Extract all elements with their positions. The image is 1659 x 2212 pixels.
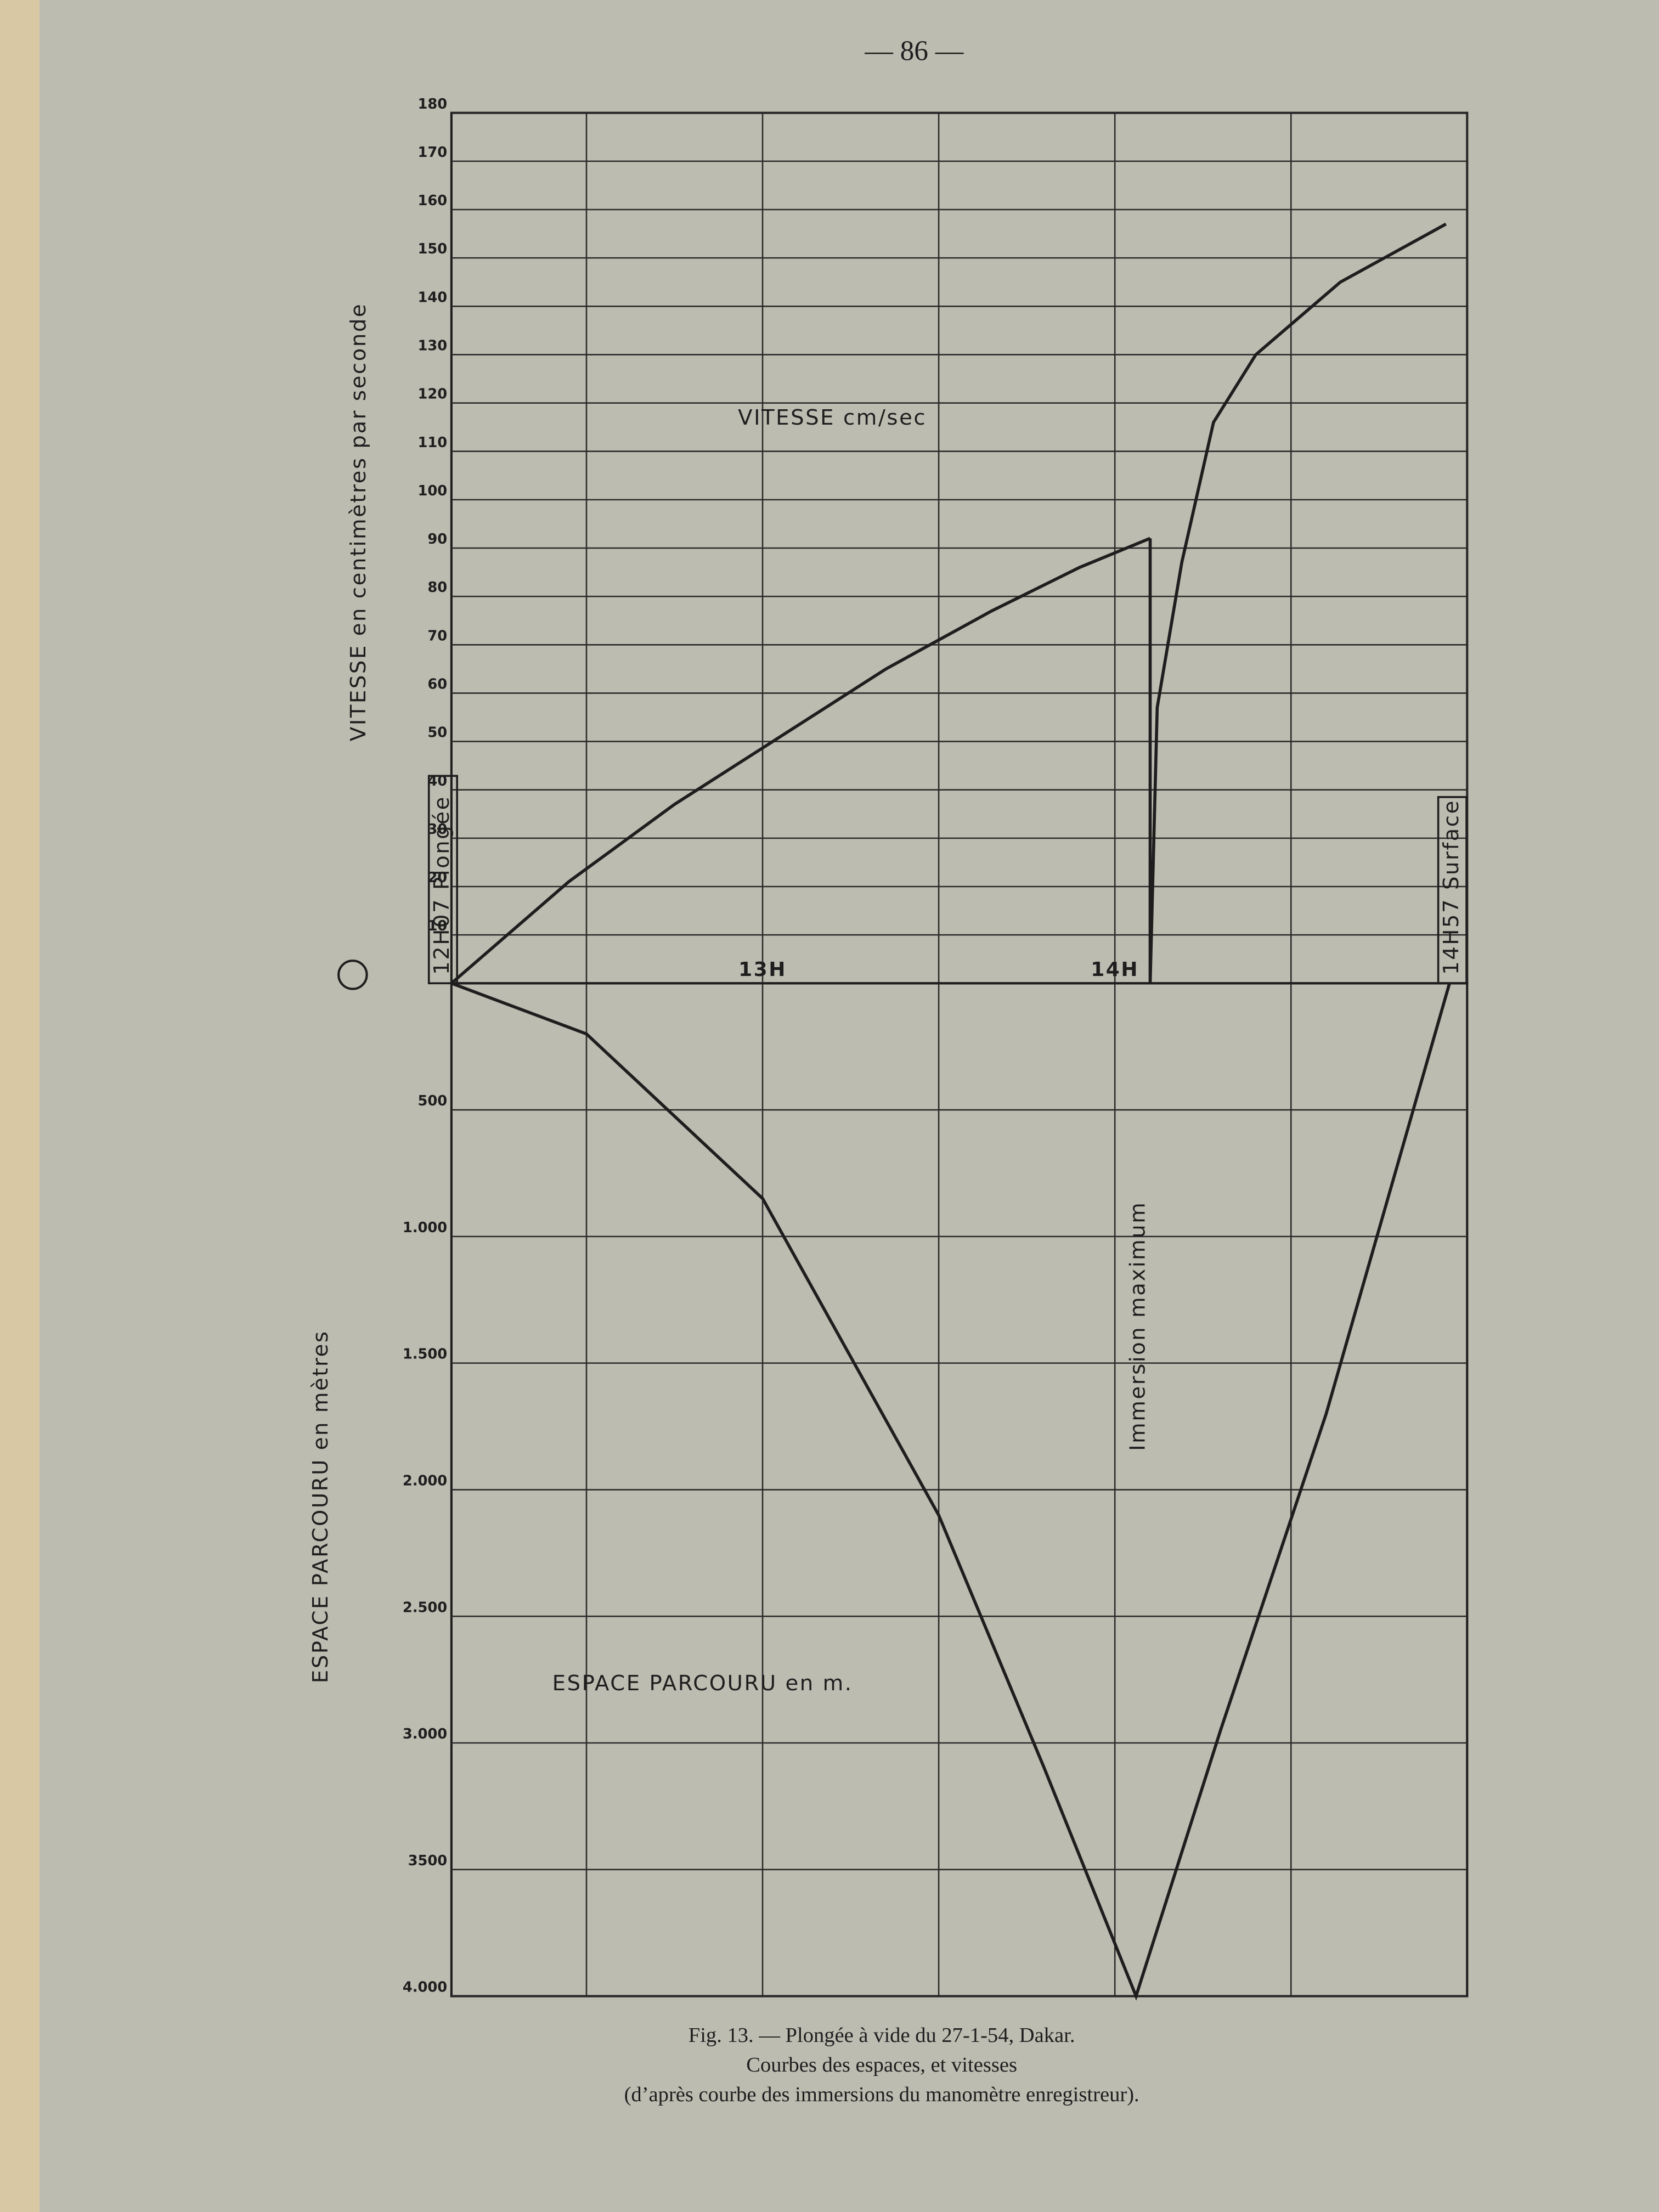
annotation: 14H57 Surface: [1439, 799, 1464, 975]
caption-line: Courbes des espaces, et vitesses: [746, 2053, 1017, 2076]
annotation: 12H07 Plongée: [430, 795, 454, 975]
caption-line: Fig. 13. — Plongée à vide du 27-1-54, Da…: [689, 2024, 1075, 2047]
y-tick-label: 3.000: [403, 1726, 447, 1742]
y-tick-label: 4.000: [403, 1979, 447, 1996]
curve: [450, 981, 1451, 2001]
y-tick-label: 60: [427, 676, 447, 693]
y-tick-label: 110: [417, 435, 447, 451]
y-tick-label: 90: [427, 531, 447, 548]
y-tick-label: 100: [417, 483, 447, 499]
annotation-box: [427, 775, 458, 985]
curve: [1148, 222, 1447, 984]
origin-circle: [337, 960, 368, 990]
y-tick-label: 80: [427, 579, 447, 596]
caption-line: (d’après courbe des immersions du manomè…: [624, 2083, 1139, 2106]
y-tick-label: 30: [427, 821, 447, 838]
chart-title: VITESSE cm/sec: [738, 405, 927, 430]
y-axis-label: ESPACE PARCOURU en mètres: [308, 1330, 333, 1683]
y-tick-label: 2.000: [403, 1473, 447, 1489]
y-tick-label: 500: [417, 1093, 447, 1109]
x-tick-label: 13H: [738, 958, 787, 981]
y-tick-label: 180: [417, 96, 447, 112]
x-tick-label: 14H: [1091, 958, 1139, 981]
y-tick-label: 10: [427, 918, 447, 934]
y-tick-label: 150: [417, 241, 447, 257]
y-tick-label: 50: [427, 725, 447, 741]
page-edge: [0, 0, 40, 2212]
y-tick-label: 3500: [408, 1853, 448, 1869]
annotation: Immersion maximum: [1125, 1201, 1150, 1451]
curve: [450, 537, 1151, 985]
page-number: — 86 —: [864, 36, 964, 67]
y-tick-label: 70: [427, 628, 447, 644]
y-tick-label: 140: [417, 289, 447, 306]
y-tick-label: 120: [417, 386, 447, 403]
y-tick-label: 170: [417, 144, 447, 161]
y-tick-label: 130: [417, 338, 447, 354]
y-tick-label: 20: [427, 870, 447, 886]
y-tick-label: 1.000: [403, 1220, 447, 1236]
y-tick-label: 160: [417, 193, 447, 209]
y-tick-label: 1.500: [403, 1346, 447, 1363]
y-axis-label: VITESSE en centimètres par seconde: [346, 303, 371, 741]
chart-title: ESPACE PARCOURU en m.: [552, 1671, 853, 1696]
y-tick-label: 2.500: [403, 1599, 447, 1616]
